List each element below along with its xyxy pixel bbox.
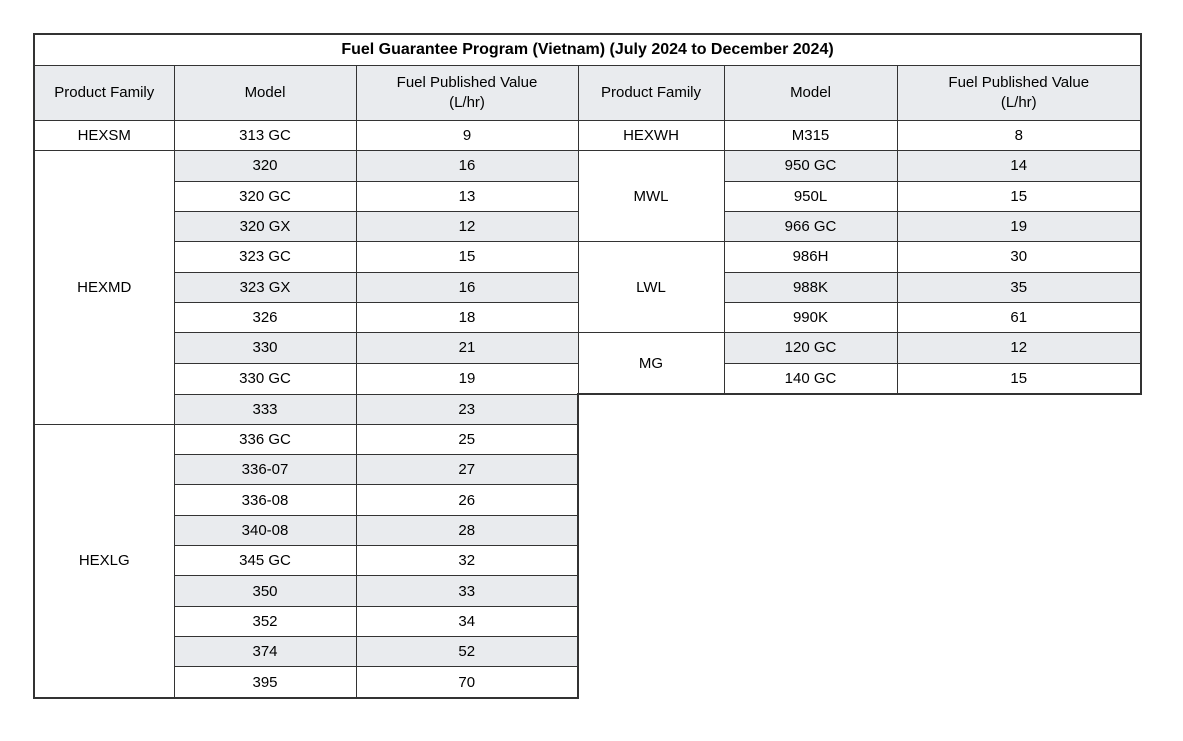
family-cell: LWL <box>577 241 725 334</box>
table-row: 326 18 990K 61 <box>34 301 1142 334</box>
value-cell: 35 <box>896 271 1142 303</box>
model-cell: 350 <box>173 575 357 607</box>
table-row: 350 33 <box>34 575 1141 607</box>
table-title-row: Fuel Guarantee Program (Vietnam) (July 2… <box>33 33 1142 66</box>
family-cell: MWL <box>577 150 725 243</box>
value-cell: 19 <box>896 210 1142 243</box>
table-row: 333 23 <box>34 393 1141 698</box>
table-row: 374 52 <box>34 635 1141 668</box>
value-cell: 12 <box>355 210 579 243</box>
table-row: 352 34 <box>34 605 1141 638</box>
model-cell: 323 GC <box>173 241 357 273</box>
value-cell: 61 <box>896 301 1142 334</box>
model-cell: 320 <box>173 150 357 182</box>
value-cell: 14 <box>896 150 1142 182</box>
model-cell: 323 GX <box>173 271 357 303</box>
model-cell: 345 GC <box>173 545 357 577</box>
table-row: 320 GX 12 966 GC 19 <box>34 210 1142 243</box>
value-cell: 70 <box>355 666 579 700</box>
model-cell: 986H <box>723 241 898 273</box>
table-row: 345 GC 32 <box>34 545 1141 577</box>
value-cell: 13 <box>355 180 579 212</box>
family-cell: HEXWH <box>577 119 725 152</box>
model-cell: 320 GX <box>173 210 357 243</box>
value-cell: 32 <box>355 545 579 577</box>
value-cell: 23 <box>355 393 579 425</box>
header-model-left: Model <box>173 65 357 121</box>
header-fuel-left: Fuel Published Value (L/hr) <box>355 65 579 121</box>
model-cell: 950L <box>723 180 898 212</box>
model-cell: 320 GC <box>173 180 357 212</box>
value-cell: 33 <box>355 575 579 607</box>
model-cell: 336 GC <box>173 423 357 456</box>
empty-region <box>577 393 1141 698</box>
model-cell: 340-08 <box>173 514 357 547</box>
model-cell: 352 <box>173 605 357 638</box>
family-cell: HEXLG <box>33 423 175 699</box>
model-cell: 333 <box>173 393 357 425</box>
value-cell: 9 <box>355 119 579 152</box>
model-cell: 313 GC <box>173 119 357 152</box>
table-row: 323 GC 15 LWL 986H 30 <box>34 241 1142 334</box>
model-cell: 990K <box>723 301 898 334</box>
fuel-guarantee-table: Fuel Guarantee Program (Vietnam) (July 2… <box>33 33 1142 700</box>
header-product-family-left: Product Family <box>33 65 175 121</box>
table-row: 330 21 MG 120 GC 12 <box>34 332 1142 395</box>
value-cell: 34 <box>355 605 579 638</box>
value-cell: 18 <box>355 301 579 334</box>
value-cell: 52 <box>355 635 579 668</box>
header-product-family-right: Product Family <box>577 65 725 121</box>
model-cell: 374 <box>173 635 357 668</box>
value-cell: 15 <box>896 362 1142 395</box>
table-row: HEXSM 313 GC 9 HEXWH M315 8 <box>33 119 1142 152</box>
value-cell: 15 <box>355 241 579 273</box>
model-cell: 120 GC <box>723 332 898 364</box>
table-row: 330 GC 19 140 GC 15 <box>34 362 1142 395</box>
value-cell: 16 <box>355 150 579 182</box>
value-cell: 30 <box>896 241 1142 273</box>
model-cell: 330 <box>173 332 357 364</box>
table-header-row: Product Family Model Fuel Published Valu… <box>33 65 1142 121</box>
table-row: HEXMD 320 16 MWL 950 GC 14 <box>33 150 1142 425</box>
value-cell: 16 <box>355 271 579 303</box>
table-row: 323 GX 16 988K 35 <box>34 271 1142 303</box>
value-cell: 25 <box>355 423 579 456</box>
model-cell: 395 <box>173 666 357 700</box>
table-row: 336-08 26 <box>34 484 1141 516</box>
table-row: 336-07 27 <box>34 454 1141 486</box>
value-cell: 15 <box>896 180 1142 212</box>
value-cell: 27 <box>355 454 579 486</box>
model-cell: 336-07 <box>173 454 357 486</box>
family-cell: HEXSM <box>33 119 175 152</box>
model-cell: 330 GC <box>173 362 357 395</box>
model-cell: 140 GC <box>723 362 898 395</box>
model-cell: 326 <box>173 301 357 334</box>
family-cell: MG <box>577 332 725 395</box>
header-model-right: Model <box>723 65 898 121</box>
model-cell: 988K <box>723 271 898 303</box>
table-row: 320 GC 13 950L 15 <box>34 180 1142 212</box>
family-cell: HEXMD <box>33 150 175 425</box>
value-cell: 21 <box>355 332 579 364</box>
table-row: 395 70 <box>34 666 1141 700</box>
model-cell: 966 GC <box>723 210 898 243</box>
value-cell: 26 <box>355 484 579 516</box>
header-fuel-right: Fuel Published Value (L/hr) <box>896 65 1142 121</box>
model-cell: 950 GC <box>723 150 898 182</box>
model-cell: 336-08 <box>173 484 357 516</box>
value-cell: 12 <box>896 332 1142 364</box>
model-cell: M315 <box>723 119 898 152</box>
value-cell: 19 <box>355 362 579 395</box>
table-title: Fuel Guarantee Program (Vietnam) (July 2… <box>33 33 1142 66</box>
table-row: HEXLG 336 GC 25 <box>33 423 1141 699</box>
value-cell: 28 <box>355 514 579 547</box>
value-cell: 8 <box>896 119 1142 152</box>
